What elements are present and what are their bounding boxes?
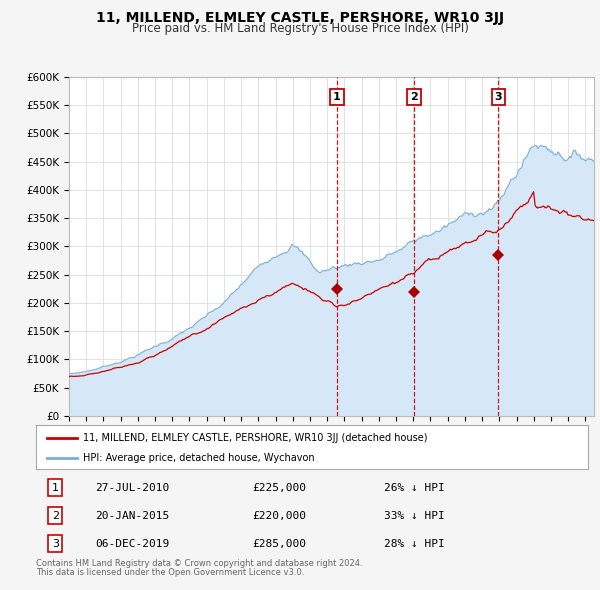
Text: 28% ↓ HPI: 28% ↓ HPI — [384, 539, 445, 549]
Text: 33% ↓ HPI: 33% ↓ HPI — [384, 510, 445, 520]
Text: 11, MILLEND, ELMLEY CASTLE, PERSHORE, WR10 3JJ: 11, MILLEND, ELMLEY CASTLE, PERSHORE, WR… — [96, 11, 504, 25]
Text: This data is licensed under the Open Government Licence v3.0.: This data is licensed under the Open Gov… — [36, 568, 304, 577]
Text: 1: 1 — [52, 483, 59, 493]
Text: £285,000: £285,000 — [252, 539, 306, 549]
Text: 3: 3 — [52, 539, 59, 549]
Text: 3: 3 — [494, 92, 502, 102]
Text: £220,000: £220,000 — [252, 510, 306, 520]
Text: 26% ↓ HPI: 26% ↓ HPI — [384, 483, 445, 493]
Text: 11, MILLEND, ELMLEY CASTLE, PERSHORE, WR10 3JJ (detached house): 11, MILLEND, ELMLEY CASTLE, PERSHORE, WR… — [83, 433, 427, 443]
Text: 27-JUL-2010: 27-JUL-2010 — [95, 483, 170, 493]
Text: 2: 2 — [52, 510, 59, 520]
Text: Contains HM Land Registry data © Crown copyright and database right 2024.: Contains HM Land Registry data © Crown c… — [36, 559, 362, 568]
Text: 1: 1 — [333, 92, 341, 102]
Text: HPI: Average price, detached house, Wychavon: HPI: Average price, detached house, Wych… — [83, 453, 314, 463]
Text: Price paid vs. HM Land Registry's House Price Index (HPI): Price paid vs. HM Land Registry's House … — [131, 22, 469, 35]
Text: 06-DEC-2019: 06-DEC-2019 — [95, 539, 170, 549]
Text: 20-JAN-2015: 20-JAN-2015 — [95, 510, 170, 520]
Text: 2: 2 — [410, 92, 418, 102]
Text: £225,000: £225,000 — [252, 483, 306, 493]
